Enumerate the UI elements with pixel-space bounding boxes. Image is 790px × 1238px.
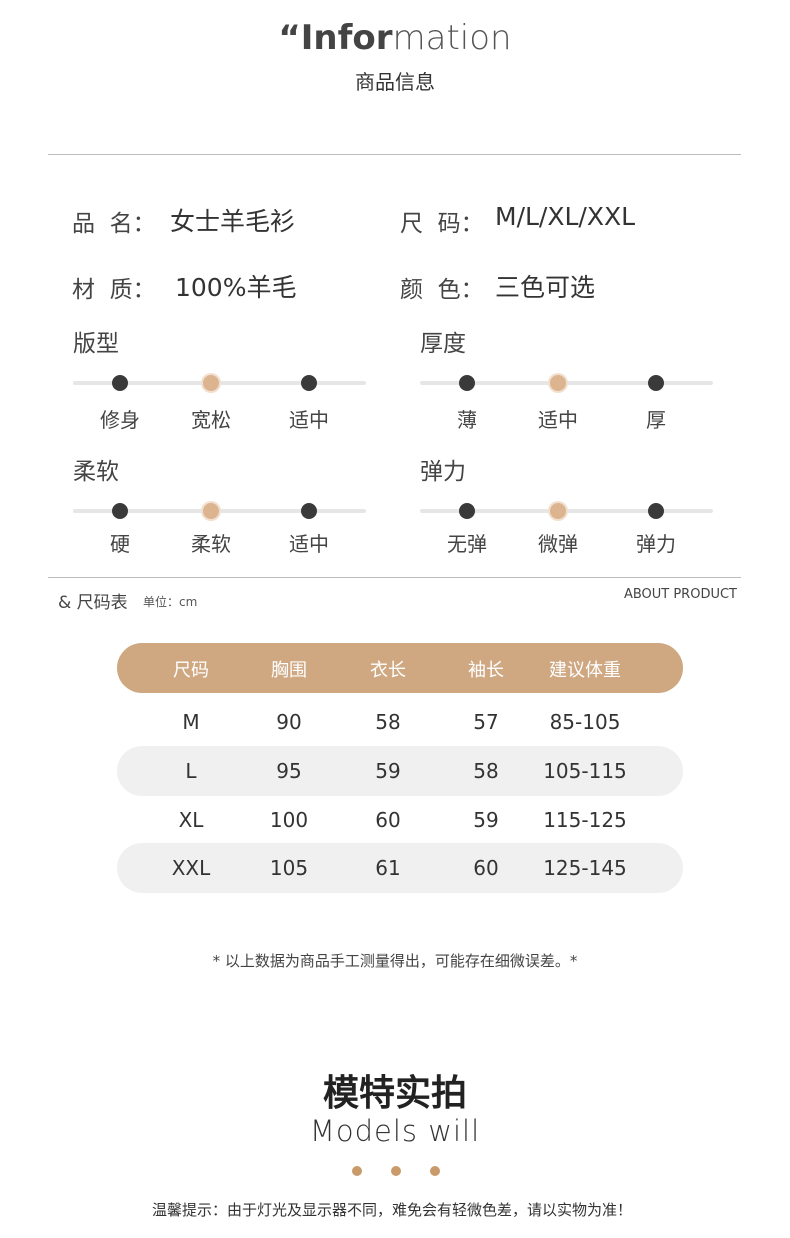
info-value: M/L/XL/XXL	[495, 202, 636, 231]
table-cell: 57	[473, 710, 499, 734]
table-cell: 105	[269, 856, 309, 880]
table-cell: 95	[276, 759, 302, 783]
info-label: 材 质：	[72, 277, 156, 303]
info-label: 尺 码：	[400, 211, 484, 237]
table-header-cell: 胸围	[271, 660, 307, 681]
info-value: 三色可选	[495, 273, 596, 302]
slider-option: 适中	[538, 408, 578, 432]
table-cell: 90	[276, 710, 302, 734]
slider-dot-selected	[550, 375, 566, 391]
title-light: mation	[392, 18, 512, 58]
footer: 温馨提示：由于灯光及显示器不同，难免会有轻微色差，请以实物为准！	[151, 1201, 633, 1219]
table-header-cell: 建议体重	[549, 660, 621, 681]
slider-option: 柔软	[191, 532, 231, 556]
row-bg	[117, 746, 683, 796]
slider-option: 薄	[457, 408, 477, 432]
slider-option: 无弹	[447, 532, 487, 556]
table-cell: 105-115	[543, 759, 627, 783]
table-header-cell: 袖长	[468, 660, 504, 681]
slider-dot	[112, 503, 128, 519]
slider-option: 适中	[289, 408, 329, 432]
note: * 以上数据为商品手工测量得出，可能存在细微误差。*	[212, 952, 578, 970]
title-bold: Infor	[300, 18, 393, 58]
slider-dot	[648, 503, 664, 519]
about-label: ABOUT PRODUCT	[623, 587, 737, 602]
slider-dot-selected	[550, 503, 566, 519]
slider-title: 厚度	[420, 331, 466, 357]
table-cell: 115-125	[543, 808, 627, 832]
table-header-cell: 尺码	[173, 660, 209, 681]
slider-dot-selected	[203, 375, 219, 391]
table-cell: 60	[473, 856, 499, 880]
slider-dot	[301, 503, 317, 519]
info-label: 颜 色：	[400, 277, 484, 303]
slider-track	[73, 381, 366, 385]
table-cell: XL	[178, 808, 204, 832]
table-cell: 59	[473, 808, 499, 832]
slider-option: 适中	[289, 532, 329, 556]
table-cell: 85-105	[549, 710, 621, 734]
slider-option: 微弹	[538, 532, 578, 556]
slider-dot	[459, 503, 475, 519]
slider-option: 修身	[100, 408, 140, 432]
table-cell: L	[185, 759, 197, 783]
info-label: 品 名：	[72, 211, 156, 237]
decor-dot	[352, 1166, 362, 1176]
table-cell: M	[182, 710, 200, 734]
slider-option: 弹力	[636, 532, 676, 556]
table-cell: 100	[269, 808, 309, 832]
table-cell: XXL	[171, 856, 211, 880]
slider-dot	[301, 375, 317, 391]
decor-dot	[391, 1166, 401, 1176]
table-cell: 61	[375, 856, 401, 880]
divider	[48, 577, 741, 578]
models-title: 模特实拍	[322, 1073, 468, 1114]
divider	[48, 154, 741, 155]
slider-track	[420, 509, 713, 513]
table-header-cell: 衣长	[370, 660, 406, 681]
quote: “	[278, 18, 301, 58]
slider-track	[420, 381, 713, 385]
table-unit: 单位：cm	[143, 595, 198, 609]
slider-track	[73, 509, 366, 513]
table-cell: 60	[375, 808, 401, 832]
slider-title: 弹力	[420, 459, 466, 485]
slider-option: 宽松	[191, 408, 231, 432]
slider-title: 柔软	[73, 459, 119, 485]
slider-dot	[112, 375, 128, 391]
slider-title: 版型	[73, 331, 119, 357]
slider-dot	[648, 375, 664, 391]
slider-dot	[459, 375, 475, 391]
models-subtitle: Models will	[309, 1114, 481, 1148]
header-subtitle: 商品信息	[355, 70, 435, 94]
table-cell: 58	[473, 759, 499, 783]
table-title: & 尺码表	[58, 593, 128, 613]
info-value: 女士羊毛衫	[170, 207, 296, 236]
table-cell: 59	[375, 759, 401, 783]
slider-option: 厚	[646, 408, 666, 432]
decor-dot	[430, 1166, 440, 1176]
row-bg	[117, 843, 683, 893]
info-value: 100%羊毛	[175, 273, 297, 302]
table-header-bg	[117, 643, 683, 693]
slider-dot-selected	[203, 503, 219, 519]
slider-option: 硬	[110, 532, 130, 556]
table-cell: 58	[375, 710, 401, 734]
table-cell: 125-145	[543, 856, 627, 880]
header-title: “Information	[278, 18, 511, 58]
